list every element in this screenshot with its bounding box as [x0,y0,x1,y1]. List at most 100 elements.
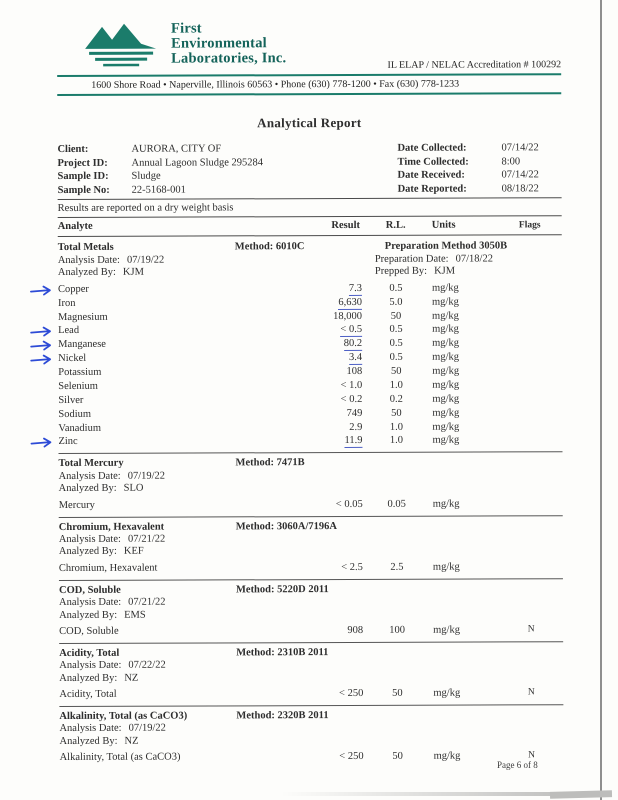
analyte-name: Copper [57,283,89,295]
section-divider [58,451,563,455]
section-details-left: Analysis Date: 07/22/22 Analyzed By: NZ [59,659,563,686]
result-value: < 0.5 [322,323,370,338]
section-method: Method: 2320B 2011 [236,709,329,722]
detail-value: 07/19/22 [127,470,166,482]
reporting-limit: 0.5 [389,324,403,336]
reporting-limit: 50 [391,407,402,419]
section-details-left: Analysis Date: 07/21/22 Analyzed By: EMS [59,595,563,622]
section-details-right: Preparation Date: 07/18/22 Prepped By: KJM [375,253,493,278]
reporting-limit: 0.2 [389,393,403,405]
detail-value: 07/21/22 [128,596,166,608]
client-label: Client: [57,143,89,155]
result-row: Manganese 80.2 0.5 mg/kg [30,337,562,353]
flags-value [498,406,562,420]
detail-line: Analyzed By: NZ [59,734,563,748]
analyte-name: Nickel [58,353,87,365]
column-header-rl: R.L. [385,220,406,232]
section-prep-method [386,645,563,659]
date-received-label: Date Received: [397,169,465,181]
detail-value: 07/18/22 [455,253,493,265]
analysis-section: Alkalinity, Total (as CaCO3) Method: 2320… [59,704,564,765]
sample-id-label: Sample ID: [57,171,109,183]
section-details: Analysis Date: 07/19/22 Analyzed By: NZ [59,722,563,749]
page-number: Page 6 of 8 [497,760,538,770]
flags-value [498,379,562,393]
reporting-limit: 100 [389,624,406,636]
column-header-analyte: Analyte [57,221,93,233]
section-divider [58,577,563,581]
result-rows: Mercury < 0.05 0.05 mg/kg [59,497,563,513]
result-row: Zinc 11.9 1.0 mg/kg [30,434,562,450]
analyte-name: Zinc [58,436,78,448]
detail-value: 07/22/22 [128,659,166,672]
date-received-value: 07/14/22 [501,169,539,181]
detail-label: Analyzed By: [59,672,118,684]
client-value: AURORA, CITY OF [131,143,222,155]
detail-label: Analysis Date: [59,596,122,609]
time-collected-value: 8:00 [501,155,521,168]
reporting-limit: 0.5 [389,352,403,364]
section-title: Total Mercury [58,458,124,470]
section-title: Alkalinity, Total (as CaCO3) [59,710,188,722]
sample-no-label: Sample No: [57,184,110,196]
detail-label: Analyzed By: [59,609,118,621]
section-prep-method [386,708,563,722]
annotation-arrow-icon [30,437,54,448]
result-number: 108 [346,366,363,378]
report-content: First Environmental Laboratories, Inc. I… [30,20,564,765]
units-value: mg/kg [432,379,460,391]
accreditation-text: IL ELAP / NELAC Accreditation # 100292 [387,59,562,71]
reporting-limit: 1.0 [389,421,403,433]
detail-line: Analyzed By: EMS [59,608,563,622]
reporting-limit: 50 [390,310,402,322]
analyte-name: Chromium, Hexavalent [58,562,158,574]
result-number: 7.3 [348,282,362,296]
flags-value [498,365,562,379]
result-value: < 250 [323,687,371,701]
section-details: Analysis Date: 07/21/22 Analyzed By: KEF [59,532,563,559]
section-method: Method: 5220D 2011 [235,583,329,596]
company-name-line: Laboratories, Inc. [171,50,287,67]
flags-value [498,392,562,406]
section-divider [58,514,563,518]
section-title: Total Metals [57,242,114,254]
reporting-limit: 50 [390,366,402,378]
reporting-limit: 0.05 [387,498,406,510]
reporting-limit: 5.0 [389,296,403,308]
section-title: COD, Soluble [58,584,121,596]
analyte-name: Potassium [58,367,102,379]
report-title: Analytical Report [257,114,362,131]
annotation-arrow-icon [30,354,54,365]
result-value: 749 [322,407,370,421]
analyte-name: Manganese [58,339,106,351]
reporting-limit: 1.0 [389,380,403,392]
units-value: mg/kg [432,407,460,419]
units-value: mg/kg [432,421,460,433]
result-rows: Acidity, Total < 250 50 mg/kg N [59,686,563,702]
result-value: 2.9 [322,421,370,435]
scan-corner-smudge [549,790,613,799]
units-value: mg/kg [433,624,460,636]
result-value: < 1.0 [322,379,370,393]
sample-id-value: Sludge [131,170,161,182]
result-value: 11.9 [322,434,370,449]
analyte-name: Sodium [58,408,92,420]
column-header-flags: Flags [518,220,541,231]
section-divider [59,704,564,707]
detail-label: Preparation Date: [374,253,449,265]
result-number: < 2.5 [341,561,363,573]
result-value: < 0.2 [322,393,370,407]
section-divider [59,641,564,644]
result-value: 18,000 [322,310,370,324]
section-title: Acidity, Total [59,647,120,659]
result-value: 6,630 [322,296,370,310]
analysis-section: Total Mercury Method: 7471B Analysis Date:… [58,451,563,513]
reporting-limit: 0.5 [389,282,403,294]
units-value: mg/kg [432,310,459,322]
detail-value: KEF [123,546,144,558]
units-value: mg/kg [432,366,460,378]
flags-value [498,337,562,351]
section-method: Method: 7471B [235,457,305,469]
result-number: < 0.5 [340,324,363,338]
result-value: < 0.05 [323,498,371,512]
